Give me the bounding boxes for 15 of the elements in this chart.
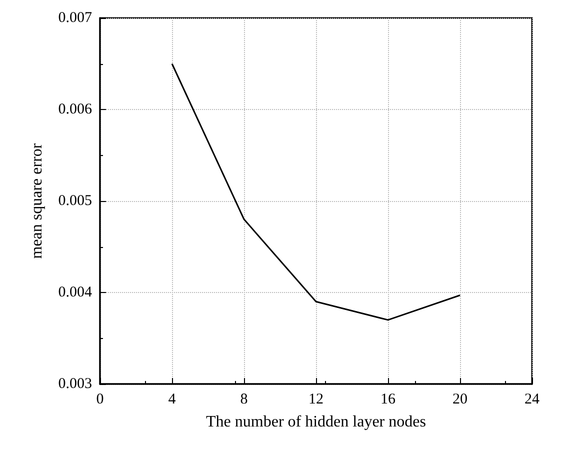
- x-axis-title: The number of hidden layer nodes: [206, 414, 426, 430]
- x-tick-label: 4: [168, 392, 176, 408]
- y-tick-label: 0.005: [58, 193, 92, 209]
- x-tick-label: 16: [380, 392, 396, 408]
- y-tick-label: 0.007: [58, 10, 92, 26]
- y-tick-label: 0.006: [58, 102, 92, 118]
- x-tick-label: 20: [452, 392, 468, 408]
- x-tick-label: 8: [240, 392, 248, 408]
- x-tick-label: 0: [96, 392, 104, 408]
- y-tick-label: 0.004: [58, 284, 92, 300]
- y-tick-label: 0.003: [58, 376, 92, 392]
- line-series: [171, 63, 461, 321]
- x-tick-label: 24: [524, 392, 540, 408]
- y-axis-title: mean square error: [28, 142, 46, 259]
- x-tick-label: 12: [308, 392, 324, 408]
